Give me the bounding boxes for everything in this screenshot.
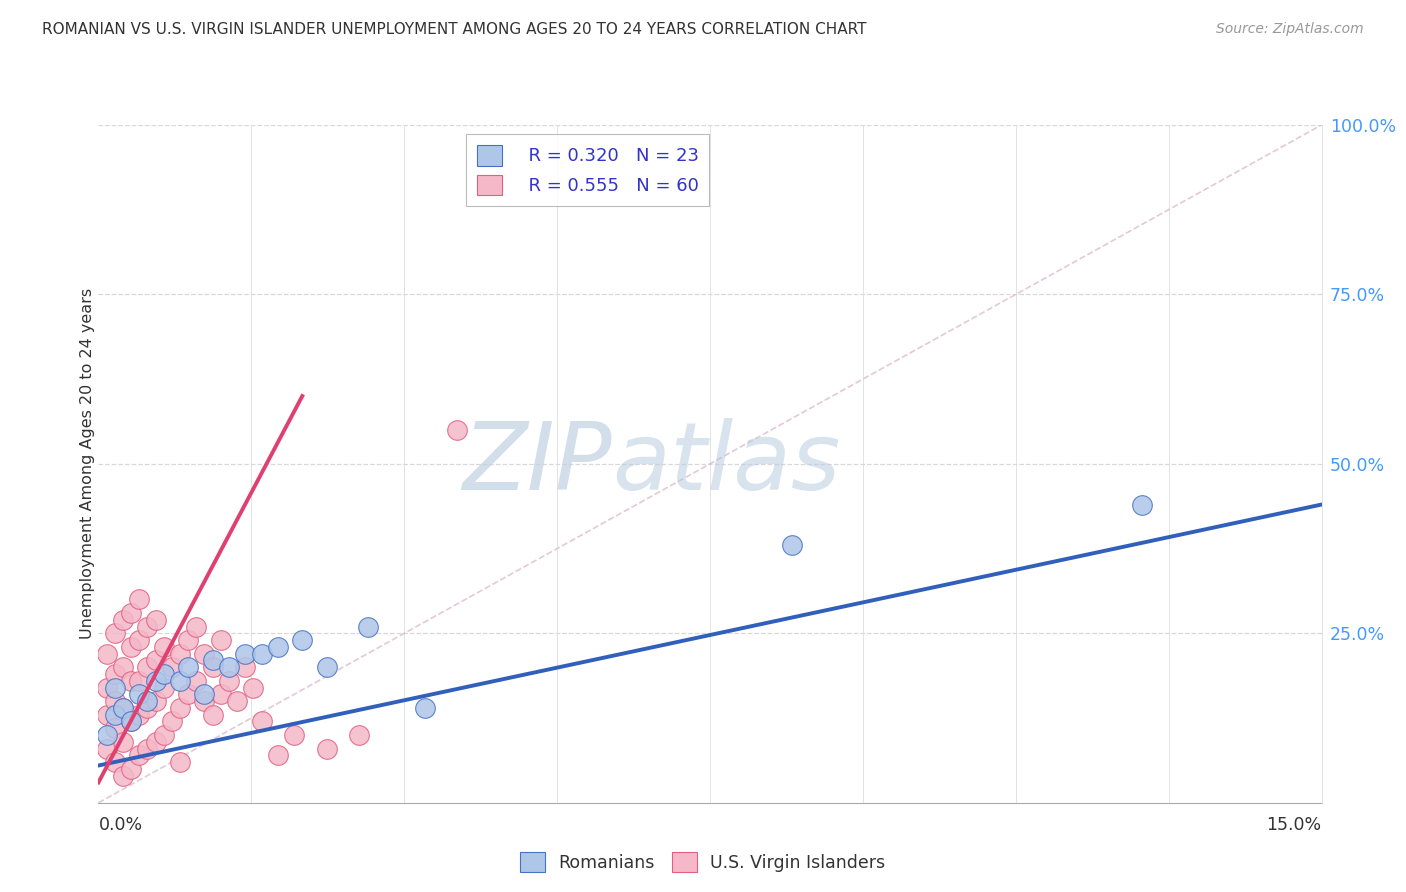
Point <box>193 687 215 701</box>
Point <box>250 714 273 729</box>
Point <box>291 633 314 648</box>
Point <box>160 714 183 729</box>
Point <box>267 748 290 763</box>
Point <box>152 667 174 681</box>
Point <box>283 728 305 742</box>
Point <box>145 735 167 749</box>
Point <box>201 707 224 722</box>
Point <box>111 701 134 715</box>
Point <box>169 673 191 688</box>
Point <box>349 728 371 742</box>
Point <box>136 660 159 674</box>
Point <box>111 701 134 715</box>
Legend:   R = 0.320   N = 23,   R = 0.555   N = 60: R = 0.320 N = 23, R = 0.555 N = 60 <box>465 134 710 206</box>
Point <box>177 633 200 648</box>
Point <box>186 673 208 688</box>
Point <box>177 660 200 674</box>
Point <box>111 735 134 749</box>
Point <box>104 667 127 681</box>
Point <box>136 741 159 756</box>
Point <box>201 660 224 674</box>
Point <box>233 660 256 674</box>
Point <box>96 707 118 722</box>
Point <box>1130 498 1153 512</box>
Point <box>128 633 150 648</box>
Point <box>104 681 127 695</box>
Point <box>169 755 191 769</box>
Point <box>152 681 174 695</box>
Text: atlas: atlas <box>612 418 841 509</box>
Point <box>193 694 215 708</box>
Point <box>104 707 127 722</box>
Point <box>120 640 142 654</box>
Point <box>177 687 200 701</box>
Point <box>128 673 150 688</box>
Y-axis label: Unemployment Among Ages 20 to 24 years: Unemployment Among Ages 20 to 24 years <box>80 288 94 640</box>
Point <box>128 592 150 607</box>
Text: Source: ZipAtlas.com: Source: ZipAtlas.com <box>1216 22 1364 37</box>
Point <box>96 647 118 661</box>
Point <box>111 769 134 783</box>
Point <box>242 681 264 695</box>
Point <box>104 755 127 769</box>
Point <box>356 619 378 633</box>
Point <box>120 762 142 776</box>
Text: 0.0%: 0.0% <box>98 816 142 834</box>
Point <box>111 613 134 627</box>
Point <box>104 626 127 640</box>
Point <box>160 660 183 674</box>
Text: 15.0%: 15.0% <box>1267 816 1322 834</box>
Point <box>780 538 803 552</box>
Point <box>136 701 159 715</box>
Point <box>128 707 150 722</box>
Point <box>120 714 142 729</box>
Point <box>145 694 167 708</box>
Point <box>145 673 167 688</box>
Point <box>152 640 174 654</box>
Point <box>209 687 232 701</box>
Point <box>413 701 436 715</box>
Legend: Romanians, U.S. Virgin Islanders: Romanians, U.S. Virgin Islanders <box>513 845 893 879</box>
Point <box>201 653 224 667</box>
Point <box>186 619 208 633</box>
Point <box>193 647 215 661</box>
Point <box>152 728 174 742</box>
Point <box>446 423 468 437</box>
Point <box>218 660 240 674</box>
Point <box>111 660 134 674</box>
Point <box>250 647 273 661</box>
Point <box>233 647 256 661</box>
Point <box>315 741 337 756</box>
Point <box>120 673 142 688</box>
Point <box>128 748 150 763</box>
Point <box>120 714 142 729</box>
Point <box>209 633 232 648</box>
Point <box>128 687 150 701</box>
Point <box>169 701 191 715</box>
Point <box>136 619 159 633</box>
Point <box>145 653 167 667</box>
Point <box>145 613 167 627</box>
Point <box>218 673 240 688</box>
Point <box>96 728 118 742</box>
Point <box>267 640 290 654</box>
Point <box>96 681 118 695</box>
Point <box>104 721 127 735</box>
Point <box>104 694 127 708</box>
Point <box>136 694 159 708</box>
Text: ROMANIAN VS U.S. VIRGIN ISLANDER UNEMPLOYMENT AMONG AGES 20 TO 24 YEARS CORRELAT: ROMANIAN VS U.S. VIRGIN ISLANDER UNEMPLO… <box>42 22 866 37</box>
Text: ZIP: ZIP <box>463 418 612 509</box>
Point <box>96 741 118 756</box>
Point <box>315 660 337 674</box>
Point <box>120 606 142 620</box>
Point <box>169 647 191 661</box>
Point <box>226 694 249 708</box>
